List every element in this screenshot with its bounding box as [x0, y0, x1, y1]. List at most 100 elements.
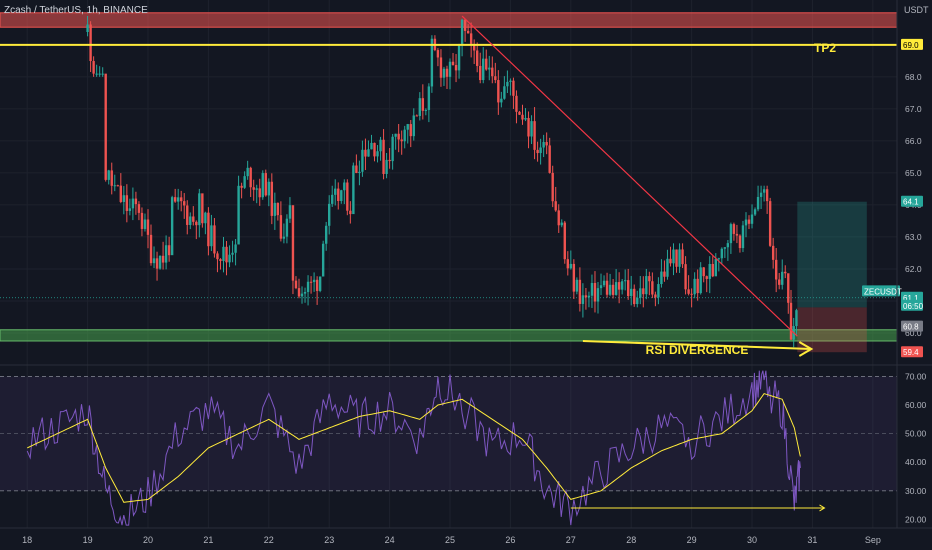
candle-body: [140, 212, 144, 229]
candle-body: [527, 117, 530, 137]
candle-body: [412, 115, 415, 137]
candle-body: [282, 236, 286, 239]
candle-body: [442, 68, 446, 78]
candle-body: [599, 285, 603, 289]
candle-body: [119, 185, 123, 202]
x-tick-label: 28: [626, 535, 636, 545]
candle-body: [303, 291, 307, 294]
candle-body: [636, 297, 639, 305]
x-tick-label: 19: [83, 535, 93, 545]
candle-body: [276, 202, 280, 216]
candle-body: [273, 202, 277, 216]
candle-body: [346, 182, 349, 211]
candle-body: [110, 170, 113, 186]
candle-body: [675, 249, 678, 267]
price-badge: [901, 38, 923, 50]
candle-body: [137, 204, 141, 213]
x-tick-label: 31: [807, 535, 817, 545]
candle-body: [648, 276, 651, 282]
price-badge: [862, 285, 900, 297]
candle-body: [439, 57, 443, 78]
candle-body: [469, 33, 473, 44]
candle-body: [352, 165, 355, 215]
candle-body: [672, 249, 675, 264]
candle-body: [149, 234, 153, 264]
candle-body: [654, 294, 657, 298]
candle-body: [530, 121, 533, 137]
candle-body: [515, 95, 518, 112]
candle-body: [633, 288, 636, 305]
x-tick-label: 30: [747, 535, 757, 545]
candle-body: [723, 247, 727, 249]
candle-body: [787, 273, 790, 303]
candle-body: [681, 249, 684, 265]
candle-body: [324, 225, 328, 244]
candle-body: [343, 182, 346, 191]
candle-body: [294, 280, 298, 289]
candle-body: [364, 149, 367, 157]
candle-body: [491, 67, 494, 77]
candle-body: [584, 295, 588, 298]
candle-body: [503, 86, 506, 99]
candle-body: [430, 38, 434, 87]
candle-body: [234, 244, 237, 253]
candle-body: [738, 235, 742, 249]
candle-body: [122, 195, 126, 202]
candle-body: [173, 197, 177, 202]
candle-body: [524, 117, 527, 120]
candle-body: [578, 279, 582, 304]
candle-body: [225, 246, 228, 263]
candle-body: [557, 210, 560, 226]
candle-body: [488, 67, 491, 70]
currency-label: USDT: [904, 5, 929, 15]
candle-body: [657, 284, 660, 298]
candle-body: [639, 288, 642, 298]
candle-body: [92, 61, 95, 74]
candle-body: [756, 196, 760, 210]
candle-body: [315, 279, 319, 291]
candle-body: [485, 58, 488, 70]
candle-body: [587, 295, 591, 298]
candle-body: [189, 216, 192, 225]
symbol-title: Zcash / TetherUS, 1h, BINANCE: [4, 5, 148, 16]
candle-body: [660, 271, 663, 285]
price-badge-text: 64.1: [903, 198, 919, 207]
candle-body: [617, 282, 621, 290]
candle-body: [207, 212, 210, 247]
candle-body: [104, 73, 107, 180]
candle-body: [460, 19, 464, 46]
x-tick-label: 21: [203, 535, 213, 545]
candle-body: [744, 219, 748, 226]
candle-body: [506, 81, 509, 87]
y-tick-label: 68.0: [905, 72, 922, 82]
candle-body: [261, 173, 264, 198]
candle-body: [454, 64, 458, 71]
candle-body: [128, 208, 132, 211]
price-badge-text: ZECUSDT: [864, 287, 902, 296]
candle-body: [195, 221, 198, 226]
candle-body: [566, 259, 569, 269]
candle-body: [494, 76, 497, 81]
candle-body: [288, 205, 292, 219]
candle-body: [765, 189, 769, 202]
candle-body: [620, 281, 624, 290]
candle-body: [768, 201, 772, 246]
candle-body: [267, 181, 270, 196]
candle-body: [246, 167, 249, 177]
price-badge-text: 06:50: [903, 302, 924, 311]
rsi-y-tick-label: 70.00: [905, 371, 927, 381]
candle-body: [409, 124, 412, 137]
candle-body: [192, 216, 195, 222]
candle-body: [795, 310, 798, 327]
candle-body: [388, 159, 391, 162]
candle-body: [101, 73, 104, 75]
y-tick-label: 60.0: [905, 328, 922, 338]
y-tick-label: 65.0: [905, 168, 922, 178]
candle-body: [463, 19, 467, 31]
candle-body: [457, 45, 461, 71]
y-tick-label: 62.0: [905, 264, 922, 274]
candle-body: [593, 283, 597, 302]
candle-body: [306, 281, 310, 292]
candle-body: [385, 159, 388, 174]
